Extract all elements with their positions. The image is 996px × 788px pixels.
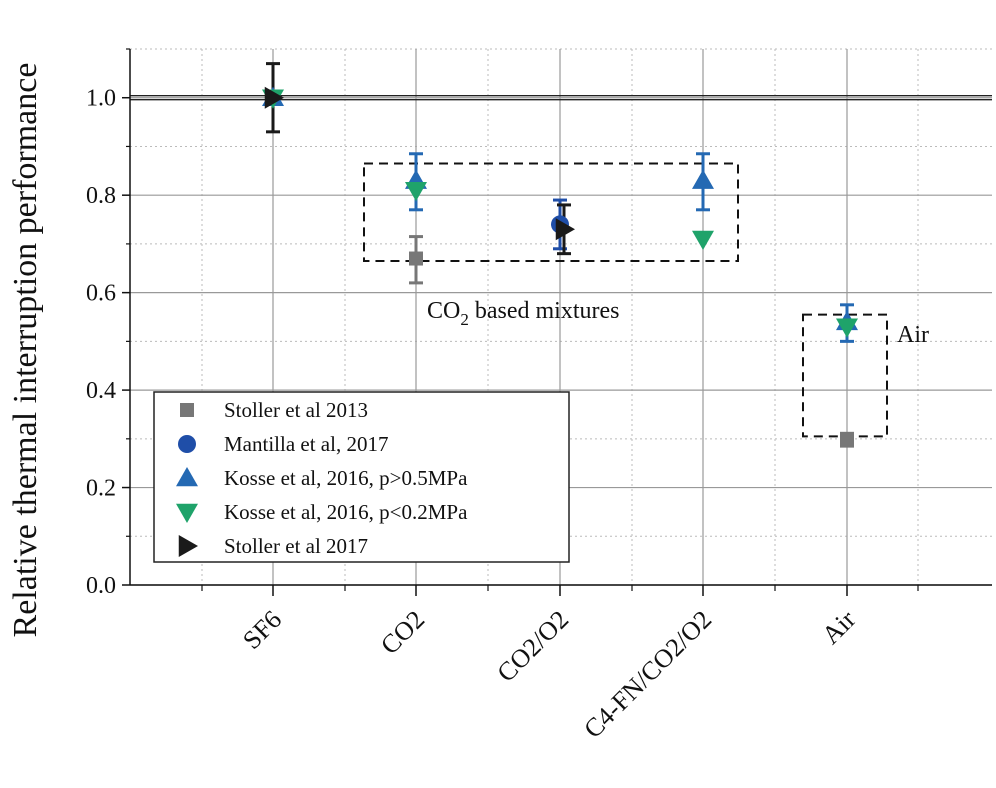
annotation-air: Air — [897, 322, 929, 348]
y-tick-label: 0.4 — [86, 378, 116, 404]
data-point-triangle-up — [692, 169, 714, 189]
legend: Stoller et al 2013 Mantilla et al, 2017 Ko… — [153, 391, 570, 563]
legend-label: Kosse et al, 2016, p<0.2MPa — [224, 500, 468, 524]
data-point-square — [409, 251, 423, 266]
legend-marker-triangle-right — [178, 535, 198, 557]
legend-label: Stoller et al 2017 — [224, 534, 368, 558]
legend-marker-triangle-down — [176, 503, 198, 523]
legend-box — [153, 391, 570, 563]
legend-marker-triangle-up — [176, 467, 198, 487]
y-tick-label: 0.2 — [86, 476, 116, 502]
legend-marker-square — [180, 403, 194, 417]
y-tick-label: 0.6 — [86, 281, 116, 307]
data-marks — [262, 62, 858, 448]
x-tick-label: CO2/O2 — [491, 605, 574, 688]
legend-label: Kosse et al, 2016, p>0.5MPa — [224, 466, 468, 490]
legend-label: Stoller et al 2013 — [224, 398, 368, 422]
y-axis-label: Relative thermal interruption performanc… — [7, 63, 44, 638]
legend-marker-circle — [178, 435, 196, 453]
co2-mixtures-box — [363, 162, 739, 262]
data-point-triangle-down — [836, 318, 858, 338]
y-tick-label: 1.0 — [86, 86, 116, 112]
data-point-triangle-right — [555, 218, 575, 241]
data-point-square — [840, 431, 854, 446]
data-point-triangle-down — [692, 230, 714, 251]
x-tick-label: SF6 — [237, 605, 287, 655]
y-tick-label: 0.0 — [86, 573, 116, 599]
data-point-triangle-right — [264, 86, 284, 109]
legend-label: Mantilla et al, 2017 — [224, 432, 388, 456]
x-tick-label: C4-FN/CO2/O2 — [578, 605, 717, 744]
y-tick-label: 0.8 — [86, 183, 116, 209]
x-tick-label: Air — [816, 605, 861, 650]
x-tick-label: CO2 — [375, 605, 430, 660]
data-point-triangle-down — [405, 182, 427, 202]
axes — [122, 48, 992, 596]
annotation-co2-mixtures: CO2 based mixtures — [427, 298, 619, 329]
